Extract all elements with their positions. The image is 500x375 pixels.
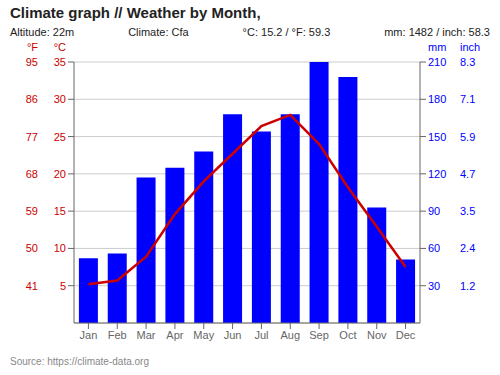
svg-text:59: 59 [26,205,38,217]
html-text:Altitude: 22m: Altitude: 22m [10,26,75,38]
svg-text:Nov: Nov [367,329,387,341]
svg-text:10: 10 [54,242,66,254]
svg-text:°C: °C [54,41,66,53]
svg-text:180: 180 [428,93,446,105]
svg-text:77: 77 [26,131,38,143]
svg-text:Jul: Jul [254,329,268,341]
html-text:Source: https://climate-data.o: Source: https://climate-data.org [10,356,149,367]
svg-text:50: 50 [26,242,38,254]
svg-text:Oct: Oct [339,329,356,341]
svg-text:120: 120 [428,168,446,180]
svg-text:Mar: Mar [137,329,156,341]
svg-text:5.9: 5.9 [460,131,475,143]
svg-text:°F: °F [27,41,38,53]
html-text:Climate graph // Weather by Mo: Climate graph // Weather by Month, [10,4,261,21]
svg-text:May: May [193,329,214,341]
svg-text:3.5: 3.5 [460,205,475,217]
svg-text:Dec: Dec [396,329,416,341]
svg-text:150: 150 [428,131,446,143]
svg-text:4.7: 4.7 [460,168,475,180]
html-text:mm: 1482 / inch: 58.3: mm: 1482 / inch: 58.3 [384,26,490,38]
svg-text:Aug: Aug [280,329,300,341]
html-text:°C: 15.2 / °F: 59.3: °C: 15.2 / °F: 59.3 [242,26,331,38]
svg-text:Jan: Jan [80,329,98,341]
svg-text:95: 95 [26,56,38,68]
svg-text:60: 60 [428,242,440,254]
svg-text:35: 35 [54,56,66,68]
svg-text:15: 15 [54,205,66,217]
svg-text:8.3: 8.3 [460,56,475,68]
svg-text:7.1: 7.1 [460,93,475,105]
svg-text:5: 5 [60,280,66,292]
svg-text:86: 86 [26,93,38,105]
svg-text:Sep: Sep [309,329,329,341]
svg-text:Apr: Apr [166,329,183,341]
svg-text:Feb: Feb [108,329,127,341]
svg-text:210: 210 [428,56,446,68]
svg-text:mm: mm [428,41,446,53]
svg-text:2.4: 2.4 [460,242,475,254]
svg-text:68: 68 [26,168,38,180]
svg-text:20: 20 [54,168,66,180]
svg-text:inch: inch [460,41,480,53]
html-text:Climate: Cfa: Climate: Cfa [128,26,189,38]
svg-text:41: 41 [26,280,38,292]
svg-text:30: 30 [54,93,66,105]
svg-text:25: 25 [54,131,66,143]
svg-text:1.2: 1.2 [460,280,475,292]
svg-text:Jun: Jun [224,329,242,341]
svg-text:90: 90 [428,205,440,217]
svg-text:30: 30 [428,280,440,292]
